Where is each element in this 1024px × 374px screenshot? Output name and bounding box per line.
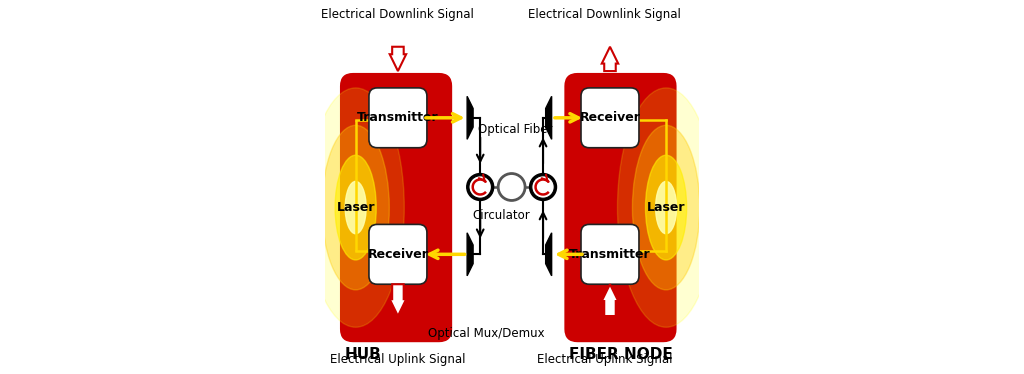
Ellipse shape xyxy=(633,125,699,290)
FancyBboxPatch shape xyxy=(581,88,639,148)
Ellipse shape xyxy=(322,125,389,290)
Text: Optical Fiber: Optical Fiber xyxy=(478,123,553,135)
Text: FIBER NODE: FIBER NODE xyxy=(569,347,673,362)
Circle shape xyxy=(498,174,525,200)
Text: Transmitter: Transmitter xyxy=(357,111,438,124)
FancyArrow shape xyxy=(390,47,407,71)
Text: Optical Mux/Demux: Optical Mux/Demux xyxy=(427,327,544,340)
Circle shape xyxy=(469,176,492,198)
Text: Laser: Laser xyxy=(647,201,685,214)
Ellipse shape xyxy=(617,88,715,327)
Text: Transmitter: Transmitter xyxy=(569,248,651,261)
Text: Circulator: Circulator xyxy=(472,209,529,221)
Ellipse shape xyxy=(335,155,376,260)
Circle shape xyxy=(531,176,554,198)
Text: Electrical Uplink Signal: Electrical Uplink Signal xyxy=(537,353,673,365)
Ellipse shape xyxy=(307,88,404,327)
FancyBboxPatch shape xyxy=(369,88,427,148)
Text: HUB: HUB xyxy=(344,347,381,362)
Ellipse shape xyxy=(345,181,367,234)
Text: Electrical Downlink Signal: Electrical Downlink Signal xyxy=(528,9,681,21)
Text: Electrical Uplink Signal: Electrical Uplink Signal xyxy=(330,353,466,365)
Ellipse shape xyxy=(645,155,687,260)
Circle shape xyxy=(467,174,494,200)
Polygon shape xyxy=(546,96,552,139)
Polygon shape xyxy=(546,233,552,276)
Ellipse shape xyxy=(655,181,677,234)
Polygon shape xyxy=(467,96,473,139)
FancyBboxPatch shape xyxy=(581,224,639,284)
Text: Electrical Downlink Signal: Electrical Downlink Signal xyxy=(322,9,474,21)
FancyBboxPatch shape xyxy=(369,224,427,284)
FancyArrow shape xyxy=(602,284,618,316)
FancyArrow shape xyxy=(602,47,618,71)
Text: Receiver: Receiver xyxy=(580,111,640,124)
FancyArrow shape xyxy=(390,284,407,316)
Polygon shape xyxy=(467,233,473,276)
FancyBboxPatch shape xyxy=(340,73,453,342)
FancyBboxPatch shape xyxy=(564,73,677,342)
Text: Laser: Laser xyxy=(337,201,375,214)
Text: Receiver: Receiver xyxy=(368,248,428,261)
Circle shape xyxy=(529,174,556,200)
